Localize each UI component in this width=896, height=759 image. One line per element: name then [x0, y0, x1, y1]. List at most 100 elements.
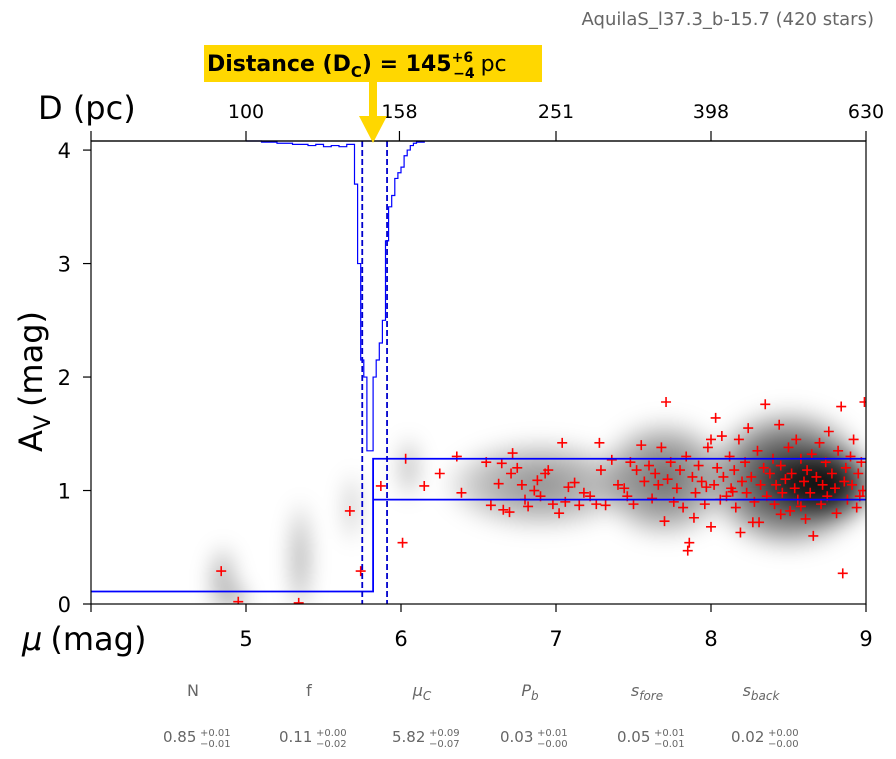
star-marker [735, 527, 746, 538]
star-marker [631, 465, 642, 476]
star-marker [644, 460, 654, 471]
top-tick-label: 398 [693, 101, 729, 123]
param-value: 0.02 [731, 728, 764, 746]
star-marker [687, 471, 698, 482]
star-marker [434, 468, 445, 479]
star-marker [512, 462, 523, 473]
star-marker [826, 468, 837, 479]
star-marker [233, 596, 244, 604]
star-marker [496, 458, 507, 469]
star-marker [755, 479, 766, 490]
star-marker [853, 468, 864, 479]
star-marker [569, 477, 580, 488]
star-marker [690, 487, 701, 498]
star-marker [344, 505, 355, 516]
distance-annotation-box [204, 45, 542, 82]
density-blob [287, 496, 313, 604]
star-marker [823, 426, 834, 437]
star-marker [816, 499, 827, 510]
star-marker [840, 462, 851, 473]
star-marker [837, 568, 848, 579]
star-marker [737, 476, 747, 487]
star-marker [668, 496, 679, 507]
star-marker [710, 412, 721, 423]
star-marker [688, 512, 699, 523]
star-marker [678, 502, 689, 513]
star-marker [456, 487, 467, 498]
param-value-lower: −0.01 [200, 739, 231, 750]
star-marker [752, 445, 763, 456]
param-value-lower: −0.00 [768, 739, 799, 750]
star-marker [661, 397, 672, 408]
star-marker [532, 475, 543, 486]
star-marker [647, 493, 658, 504]
star-marker [529, 485, 540, 496]
y-tick-label: 2 [58, 366, 71, 390]
star-marker [516, 479, 527, 490]
star-marker [216, 566, 227, 577]
star-marker [675, 465, 685, 476]
param-name: f [306, 681, 312, 700]
star-marker [557, 437, 568, 448]
param-value-upper: +0.00 [316, 728, 347, 739]
star-marker [701, 482, 712, 493]
star-marker [836, 401, 847, 412]
x-axis: 5 6 7 8 9 [90, 604, 873, 651]
param-value-upper: +0.09 [429, 728, 460, 739]
stars-layer [216, 397, 866, 604]
star-marker [485, 500, 496, 511]
star-marker [839, 476, 850, 487]
star-marker [639, 476, 650, 487]
param-value-lower: −0.02 [316, 739, 347, 750]
y-tick-label: 1 [58, 480, 71, 504]
star-marker [830, 483, 840, 494]
star-marker [802, 465, 813, 476]
star-marker [594, 437, 605, 448]
star-marker [716, 431, 727, 442]
param-value-upper: +0.00 [768, 728, 799, 739]
top-tick-label: 630 [848, 101, 884, 123]
star-marker [758, 462, 769, 473]
star-marker [419, 480, 430, 491]
star-marker [806, 449, 817, 460]
y-tick-label: 0 [58, 593, 71, 617]
y-axis: 0 1 2 3 4 [58, 139, 91, 617]
param-value-lower: −0.01 [654, 739, 685, 750]
star-marker [506, 468, 517, 479]
star-marker [811, 471, 822, 482]
star-marker [747, 517, 758, 528]
star-marker [709, 479, 720, 490]
top-tick-label: 158 [381, 101, 417, 123]
star-marker [595, 465, 606, 476]
distance-arrow-shaft [369, 82, 377, 116]
star-marker [814, 437, 825, 448]
star-marker [848, 434, 859, 445]
star-marker [375, 480, 386, 491]
param-value: 0.03 [500, 728, 533, 746]
top-tick-label: 100 [228, 101, 264, 123]
x-axis-label-unit: (mag) [50, 620, 146, 658]
star-marker [507, 448, 518, 459]
star-marker [606, 454, 617, 465]
density-blob [342, 467, 361, 548]
star-marker [613, 479, 623, 490]
density-blob [228, 581, 248, 604]
param-value: 0.11 [279, 728, 312, 746]
star-marker [619, 483, 630, 494]
star-marker [771, 479, 782, 490]
star-marker [851, 502, 862, 513]
star-marker [743, 423, 754, 434]
star-marker [774, 419, 785, 430]
star-marker [706, 434, 716, 445]
star-marker [741, 487, 752, 498]
star-marker [800, 513, 811, 524]
star-marker [730, 502, 741, 513]
param-value-upper: +0.01 [537, 728, 568, 739]
param-name: N [187, 681, 199, 700]
param-name: Pb [521, 681, 539, 703]
star-marker [591, 499, 602, 510]
top-tick-label: 251 [538, 101, 574, 123]
star-marker [799, 476, 809, 487]
star-marker [780, 474, 791, 485]
